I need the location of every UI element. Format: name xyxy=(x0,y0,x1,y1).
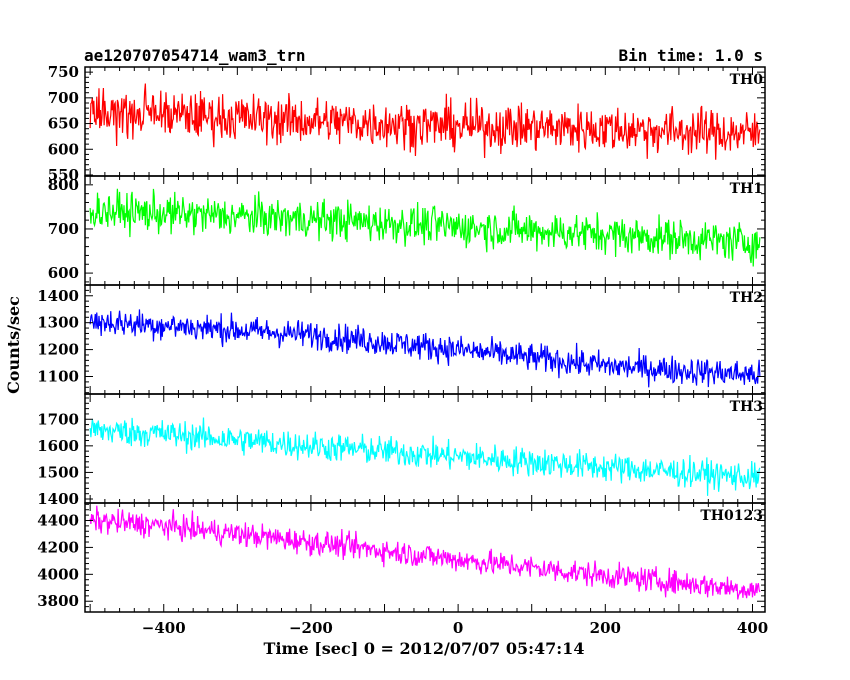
panel-th0: 550 600 650 700 750 TH0 xyxy=(48,63,766,184)
series-line-th1 xyxy=(89,188,761,267)
panel-frame xyxy=(84,66,766,177)
y-tick-label: 1300 xyxy=(37,314,79,332)
panel-label: TH2 xyxy=(730,290,763,306)
y-tick-label: 4000 xyxy=(37,565,79,583)
y-tick-label: 1700 xyxy=(37,410,79,428)
panel-th3: 1400 1500 1600 1700 TH3 xyxy=(37,393,766,508)
x-tick-label: 400 xyxy=(737,619,768,637)
x-tick-label: 200 xyxy=(590,619,621,637)
observation-id: ae120707054714_wam3_trn xyxy=(84,46,306,65)
y-tick-label: 1100 xyxy=(37,368,79,386)
panels: 550 600 650 700 750 TH0 600 700 800 TH1 1100 1200 13… xyxy=(37,63,766,613)
y-tick-label: 550 xyxy=(48,166,79,184)
panel-th0123: 3800 4000 4200 4400 TH0123 xyxy=(37,502,766,613)
x-tick-label: −400 xyxy=(142,619,186,637)
series-line-th3 xyxy=(89,417,761,496)
y-tick-label: 600 xyxy=(48,140,79,158)
series-line-th2 xyxy=(89,309,761,388)
y-tick-label: 800 xyxy=(48,176,79,194)
y-tick-label: 3800 xyxy=(37,592,79,610)
y-axis-label: Counts/sec xyxy=(4,296,23,394)
panel-label: TH1 xyxy=(730,181,763,197)
y-tick-label: 1400 xyxy=(37,287,79,305)
y-tick-label: 700 xyxy=(48,220,79,238)
series-line-th0 xyxy=(89,83,761,160)
y-tick-label: 4400 xyxy=(37,511,79,529)
panel-label: TH0 xyxy=(730,72,764,88)
panel-th2: 1100 1200 1300 1400 TH2 xyxy=(37,284,766,395)
panel-frame xyxy=(84,502,766,613)
y-tick-label: 4200 xyxy=(37,538,79,556)
x-tick-label: −200 xyxy=(289,619,333,637)
y-tick-label: 650 xyxy=(48,115,79,133)
bin-time-label: Bin time: 1.0 s xyxy=(619,46,764,65)
y-tick-label: 1600 xyxy=(37,437,79,455)
series-line-th0123 xyxy=(89,505,761,600)
y-tick-label: 1400 xyxy=(37,490,79,508)
panel-label: TH3 xyxy=(730,399,763,415)
x-tick-label: 0 xyxy=(453,619,463,637)
y-tick-label: 1500 xyxy=(37,463,79,481)
y-tick-label: 1200 xyxy=(37,341,79,359)
y-tick-label: 600 xyxy=(48,264,79,282)
y-tick-label: 700 xyxy=(48,89,79,107)
x-axis: −400 −200 0 200 400 xyxy=(142,619,768,637)
panel-label: TH0123 xyxy=(700,508,763,524)
x-axis-label: Time [sec] 0 = 2012/07/07 05:47:14 xyxy=(264,639,585,658)
y-tick-label: 750 xyxy=(48,63,79,81)
panel-th1: 600 700 800 TH1 xyxy=(48,175,766,286)
